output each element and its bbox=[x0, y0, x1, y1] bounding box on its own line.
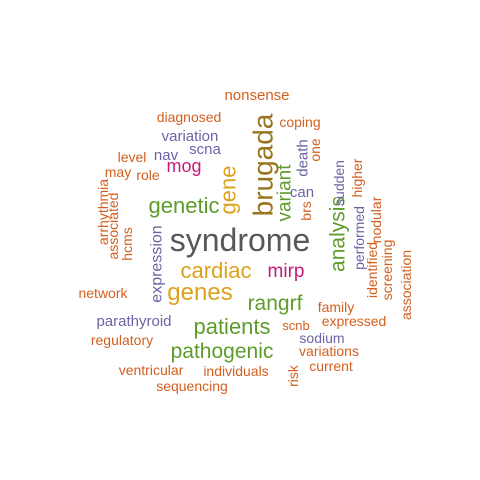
word-genetic: genetic bbox=[149, 193, 220, 218]
word-sudden: sudden bbox=[331, 160, 347, 206]
word-sequencing: sequencing bbox=[156, 378, 228, 394]
word-brs: brs bbox=[298, 201, 314, 220]
word-brugada: brugada bbox=[248, 113, 279, 216]
word-mirp: mirp bbox=[268, 261, 305, 282]
word-higher: higher bbox=[349, 158, 365, 197]
word-mog: mog bbox=[166, 156, 201, 176]
word-current: current bbox=[309, 358, 353, 374]
word-screening: screening bbox=[379, 240, 395, 301]
word-variant: variant bbox=[275, 164, 296, 222]
word-coping: coping bbox=[279, 114, 320, 130]
word-regulatory: regulatory bbox=[91, 332, 153, 348]
word-parathyroid: parathyroid bbox=[96, 313, 171, 330]
word-association: association bbox=[398, 250, 414, 320]
word-hcms: hcms bbox=[119, 227, 135, 260]
word-expression: expression bbox=[149, 225, 166, 302]
word-nodular: nodular bbox=[368, 196, 384, 243]
word-variation: variation bbox=[162, 128, 219, 145]
word-scnb: scnb bbox=[282, 318, 309, 333]
word-sodium: sodium bbox=[299, 330, 344, 346]
word-variations: variations bbox=[299, 343, 359, 359]
word-nav: nav bbox=[154, 147, 179, 164]
word-death: death bbox=[295, 139, 312, 177]
word-syndrome: syndrome bbox=[170, 222, 311, 258]
word-network: network bbox=[78, 285, 128, 301]
word-identified: identified bbox=[364, 242, 380, 298]
word-level: level bbox=[118, 149, 147, 165]
word-risk: risk bbox=[285, 364, 301, 387]
word-rangrf: rangrf bbox=[248, 292, 303, 315]
word-pathogenic: pathogenic bbox=[171, 340, 274, 363]
word-associated: associated bbox=[105, 193, 121, 260]
word-can: can bbox=[290, 184, 314, 201]
word-scna: scna bbox=[189, 141, 221, 158]
word-patients: patients bbox=[193, 314, 270, 339]
word-nonsense: nonsense bbox=[224, 87, 289, 104]
word-family: family bbox=[318, 299, 355, 315]
word-genes: genes bbox=[167, 279, 232, 306]
word-diagnosed: diagnosed bbox=[157, 109, 222, 125]
word-may: may bbox=[105, 164, 131, 180]
word-performed: performed bbox=[351, 206, 367, 270]
word-role: role bbox=[136, 167, 160, 183]
word-gene: gene bbox=[216, 166, 241, 215]
word-expressed: expressed bbox=[322, 313, 387, 329]
word-ventricular: ventricular bbox=[119, 362, 184, 378]
word-cardiac: cardiac bbox=[181, 258, 252, 283]
word-individuals: individuals bbox=[203, 363, 268, 379]
word-one: one bbox=[307, 138, 323, 162]
word-analysis: analysis bbox=[327, 196, 350, 272]
word-arrhythmia: arrhythmia bbox=[95, 179, 111, 245]
